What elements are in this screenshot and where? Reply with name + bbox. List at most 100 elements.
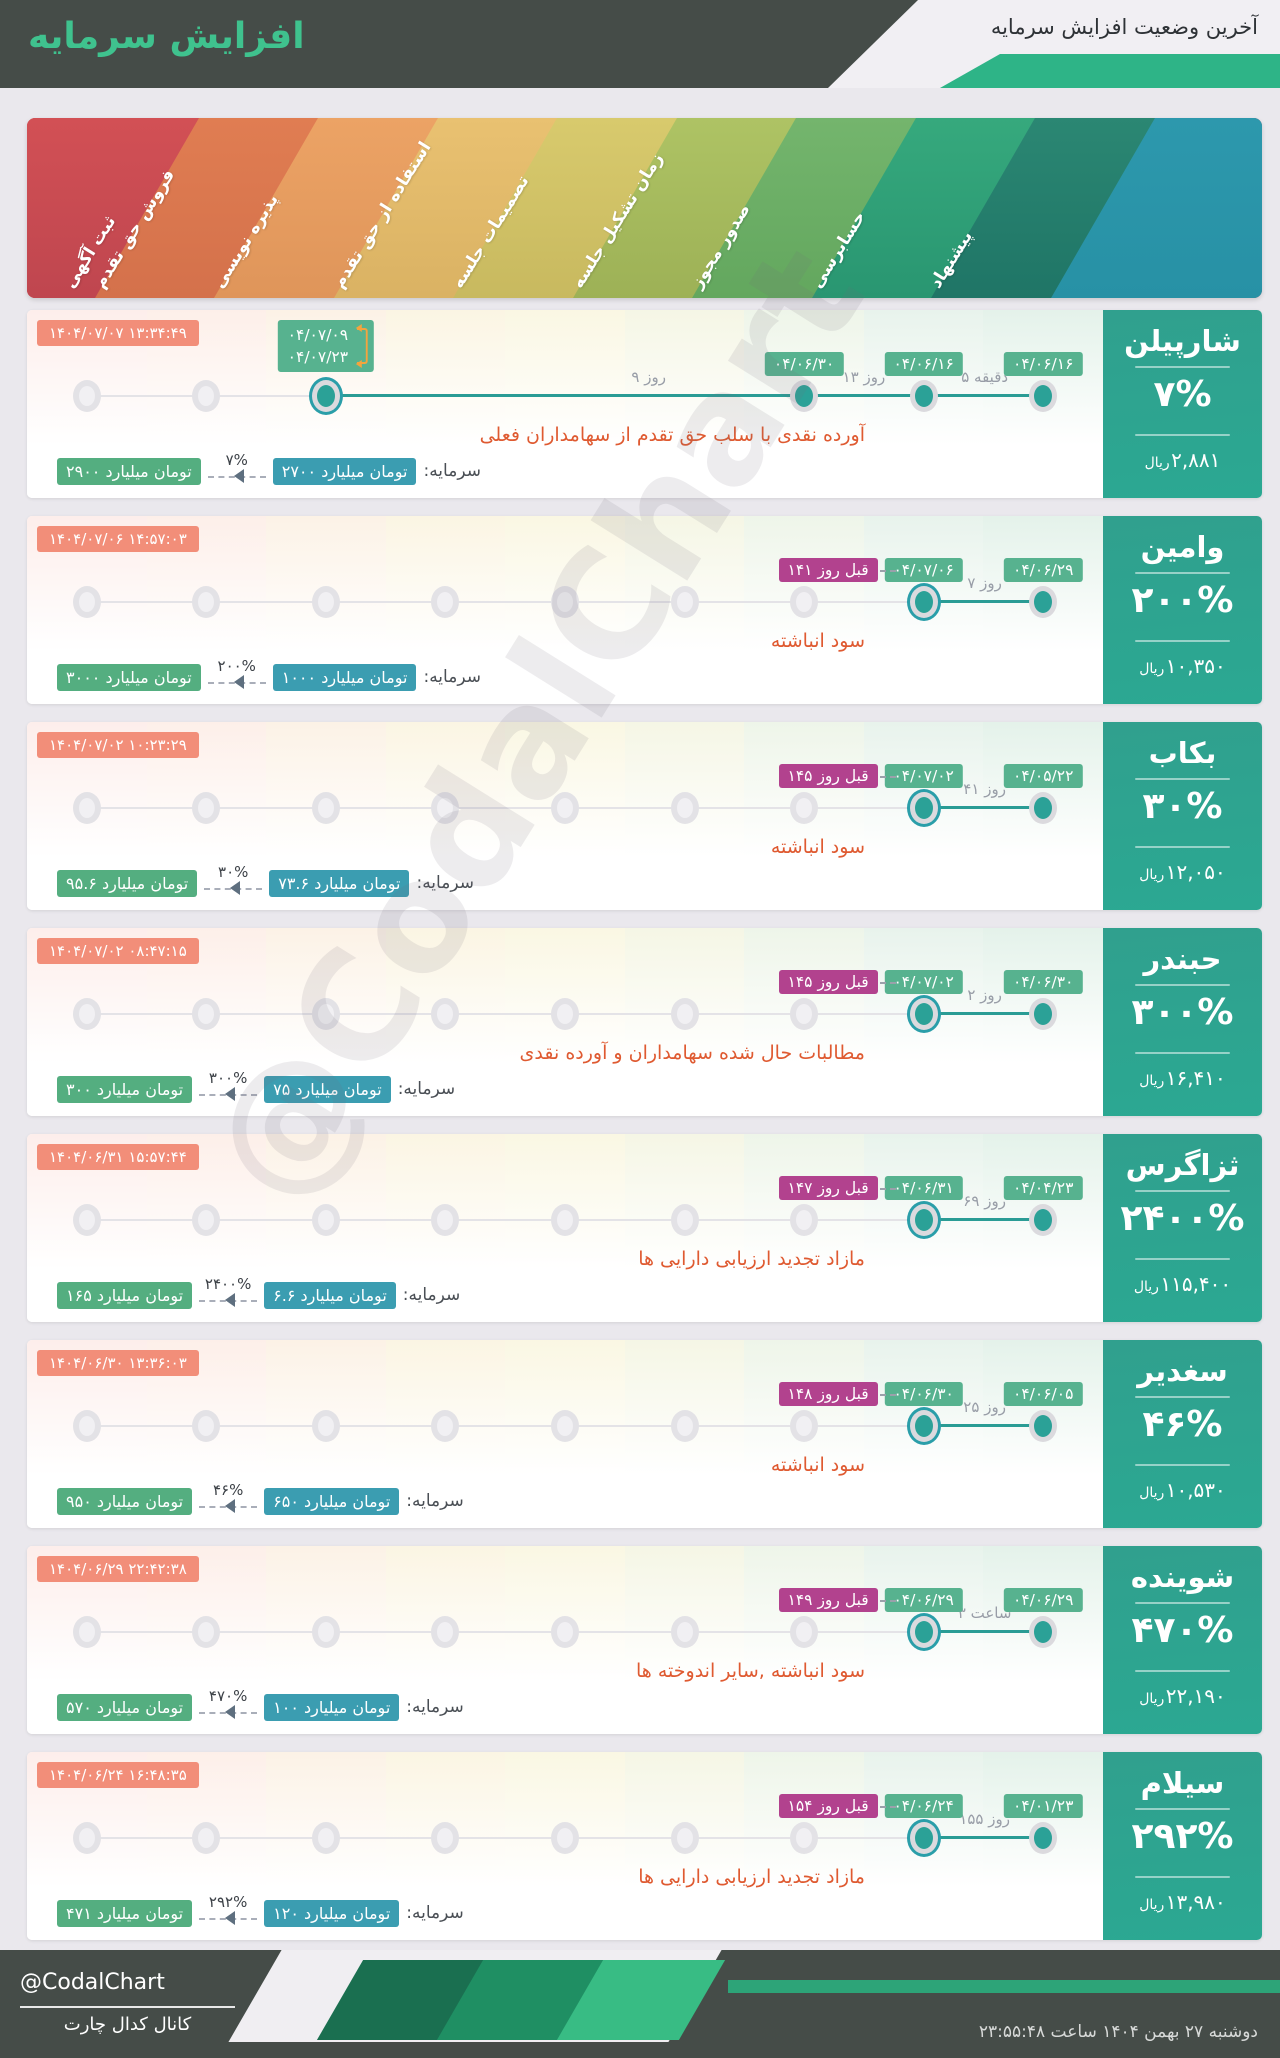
sidebar-divider <box>1135 434 1230 436</box>
stage-dot-upcoming <box>431 1616 460 1648</box>
milestone-date-badge: ۰۴/۰۶/۳۰ <box>884 1382 963 1406</box>
stage-dot-current <box>909 1204 938 1236</box>
row-timestamp-badge: ۱۴۰۴/۰۷/۰۷ ۱۳:۳۴:۴۹ <box>37 320 199 346</box>
price-value: ۱۰,۳۵۰ <box>1165 654 1226 678</box>
arrow-head-icon <box>227 469 244 483</box>
arrow-head-icon <box>218 1293 236 1307</box>
capital-before-badge: ۶.۶ میلیارد تومان <box>264 1281 396 1309</box>
capital-label: سرمایه: <box>423 667 481 687</box>
stage-dot-upcoming <box>670 1616 699 1648</box>
capital-after-badge: ۱۶۵ میلیارد تومان <box>57 1281 193 1309</box>
price-unit: ریال <box>1144 455 1172 471</box>
milestone-date-badge: ۰۴/۰۶/۱۶ <box>1004 352 1083 376</box>
row-timestamp-badge: ۱۴۰۴/۰۷/۰۲ ۰۸:۴۷:۱۵ <box>37 938 199 964</box>
capital-label: سرمایه: <box>406 1697 464 1717</box>
company-name: ثزاگرس <box>1125 1148 1240 1182</box>
footer-channel-name: کانال کدال چارت <box>63 2014 192 2035</box>
capital-label: سرمایه: <box>406 1491 464 1511</box>
company-row: ۰۴/۰۷/۰۹ ۰۴/۰۷/۲۳ ۰۴/۰۶/۳۰ ۰۴/۰۶/۱۶ ۰۴/۰۶/۱۶… <box>27 310 1262 498</box>
capital-label: سرمایه: <box>402 1285 461 1305</box>
capital-change-row: سرمایه: ۱۰۰۰ میلیارد تومان ۲۰۰% ۳۰۰۰ میلیار… <box>57 657 481 694</box>
page-subtitle: آخرین وضعیت افزایش سرمایه <box>990 15 1258 39</box>
company-name: شارپیلن <box>1124 324 1241 358</box>
sidebar-divider <box>1135 1876 1230 1878</box>
header-green-ribbon <box>940 54 1280 88</box>
sidebar-divider <box>1135 572 1230 574</box>
capital-before-badge: ۱۲۰ میلیارد تومان <box>264 1899 400 1927</box>
row-timestamp-badge: ۱۴۰۴/۰۶/۳۱ ۱۵:۵۷:۴۴ <box>37 1144 199 1170</box>
row-timestamp-badge: ۱۴۰۴/۰۶/۲۴ ۱۶:۴۸:۳۵ <box>37 1762 199 1788</box>
stage-dot-upcoming <box>431 1204 460 1236</box>
stage-dot-upcoming <box>311 1822 340 1854</box>
stage-dot-upcoming <box>72 1410 101 1442</box>
stage-dot-upcoming <box>72 792 101 824</box>
price-unit: ریال <box>1139 1485 1166 1501</box>
timeline-done-line <box>923 806 1044 809</box>
company-percent: ۲۹۲% <box>1131 1816 1234 1857</box>
stage-dot-done <box>1029 586 1058 618</box>
days-ago-badge: ۱۵۴ روز قبل <box>778 1794 896 1818</box>
milestone-date-badge: ۰۴/۰۱/۲۳ <box>1004 1794 1083 1818</box>
milestone-date-badge: ۰۴/۰۵/۲۲ <box>1004 764 1083 788</box>
milestone-date-badge: ۰۴/۰۶/۱۶ <box>884 352 963 376</box>
stage-dot-upcoming <box>551 1616 579 1648</box>
price-value: ۲۲,۱۹۰ <box>1165 1684 1226 1708</box>
sidebar-divider <box>1135 846 1230 848</box>
milestone-date-badge: ۰۴/۰۶/۳۱ <box>884 1176 963 1200</box>
company-percent: ۲۰۰% <box>1131 580 1234 621</box>
timeline-done-line <box>923 1836 1044 1839</box>
capital-change-row: سرمایه: ۷۵ میلیارد تومان ۳۰۰% ۳۰۰ میلیارد ت… <box>57 1069 455 1106</box>
stage-dot-done <box>909 380 938 412</box>
stage-dot-upcoming <box>192 1410 221 1442</box>
arrow-head-icon <box>218 1911 236 1925</box>
stage-dot-upcoming <box>311 1204 340 1236</box>
gap-duration-label: ۱۳ روز <box>842 368 886 386</box>
capital-percent: ۳۰% <box>218 863 249 881</box>
capital-change-row: سرمایه: ۶.۶ میلیارد تومان ۲۴۰۰% ۱۶۵ میلیارد… <box>57 1275 461 1312</box>
capital-before-badge: ۷۳.۶ میلیارد تومان <box>269 869 410 897</box>
stage-dot-upcoming <box>192 1616 221 1648</box>
row-timestamp-badge: ۱۴۰۴/۰۶/۳۰ ۱۳:۳۶:۰۳ <box>37 1350 199 1376</box>
sidebar-divider <box>1135 1670 1230 1672</box>
capital-percent: ۲۰۰% <box>217 657 256 675</box>
company-price: ۱۳,۹۸۰ ریال <box>1103 1890 1262 1914</box>
stage-dot-upcoming <box>192 1822 221 1854</box>
stage-dot-upcoming <box>790 1410 819 1442</box>
timeline-upcoming-line <box>86 1631 924 1633</box>
company-sidebar: حبندر ۳۰۰% ۱۶,۴۱۰ ریال <box>1103 928 1262 1116</box>
capital-increase-arrow: ۲۴۰۰% <box>199 1275 258 1312</box>
sidebar-divider <box>1135 1052 1230 1054</box>
row-timeline-area: ۰۴/۰۷/۰۶ ۰۴/۰۶/۲۹ ۷ روز ۱۴۱ روز قبل ۱۴۰۴/۰۷/… <box>27 516 1103 704</box>
capital-percent: ۷% <box>225 451 248 469</box>
stage-dot-upcoming <box>551 586 579 618</box>
stage-dot-current <box>909 586 938 618</box>
company-row: ۰۴/۰۶/۳۰ ۰۴/۰۶/۰۵ ۲۵ روز ۱۴۸ روز قبل ۱۴۰۴/۰۶… <box>27 1340 1262 1528</box>
milestone-date-badge: ۰۴/۰۶/۳۰ <box>1004 970 1083 994</box>
company-percent: ۳۰۰% <box>1131 992 1234 1033</box>
stage-dot-upcoming <box>551 1204 579 1236</box>
days-ago-badge: ۱۴۷ روز قبل <box>778 1176 896 1200</box>
company-sidebar: سیلام ۲۹۲% ۱۳,۹۸۰ ریال <box>1103 1752 1262 1940</box>
capital-before-badge: ۱۰۰۰ میلیارد تومان <box>272 663 417 691</box>
company-name: بکاب <box>1148 736 1217 770</box>
sidebar-divider <box>1135 1464 1230 1466</box>
company-row: ۰۴/۰۷/۰۶ ۰۴/۰۶/۲۹ ۷ روز ۱۴۱ روز قبل ۱۴۰۴/۰۷/… <box>27 516 1262 704</box>
stage-dot-done <box>1029 1822 1058 1854</box>
company-name: وامین <box>1140 530 1225 564</box>
arrow-head-icon <box>227 675 244 689</box>
capital-increase-arrow: ۳۰۰% <box>199 1069 258 1106</box>
capital-after-badge: ۹۵۰ میلیارد تومان <box>57 1487 193 1515</box>
company-sidebar: سغدیر ۴۶% ۱۰,۵۳۰ ریال <box>1103 1340 1262 1528</box>
milestone-date-badge: ۰۴/۰۶/۳۰ <box>764 352 844 376</box>
sidebar-divider <box>1135 640 1230 642</box>
price-unit: ریال <box>1133 1279 1161 1295</box>
stage-dot-upcoming <box>72 380 101 412</box>
company-name: شوینده <box>1130 1560 1235 1594</box>
footer-datetime: دوشنبه ۲۷ بهمن ۱۴۰۴ ساعت ۲۳:۵۵:۴۸ <box>978 2022 1258 2042</box>
price-value: ۲,۸۸۱ <box>1171 448 1221 472</box>
timeline-upcoming-line <box>86 601 924 603</box>
capital-source-text: مطالبات حال شده سهامداران و آورده نقدی <box>519 1042 865 1064</box>
timeline-upcoming-line <box>86 807 924 809</box>
stage-dot-done <box>1029 1204 1058 1236</box>
footer: @CodalChart کانال کدال چارت دوشنبه ۲۷ به… <box>0 1950 1280 2058</box>
